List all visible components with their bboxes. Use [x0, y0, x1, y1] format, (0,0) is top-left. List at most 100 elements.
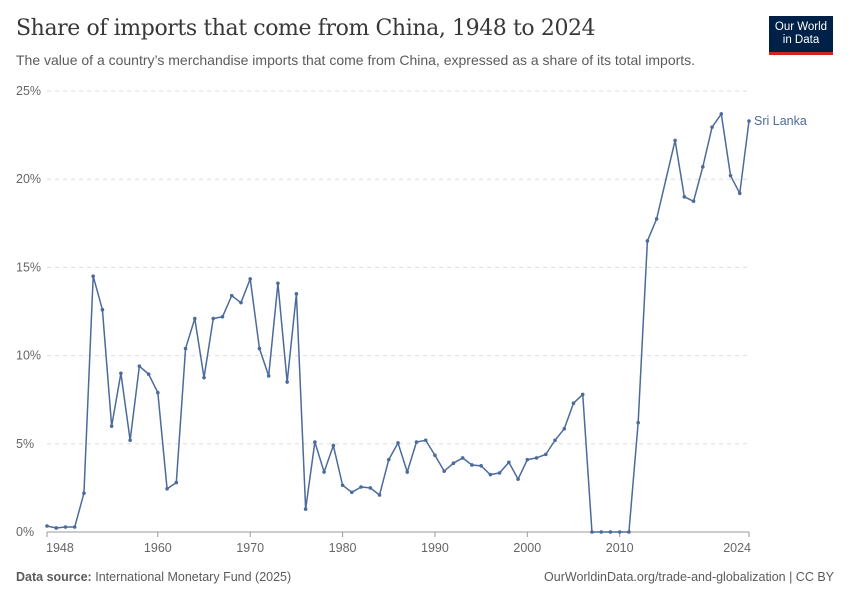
x-tick-label: 2010 — [606, 541, 634, 555]
data-point — [691, 199, 696, 204]
data-point — [479, 464, 483, 468]
data-point — [322, 470, 326, 474]
data-point — [359, 485, 363, 489]
data-point — [146, 372, 151, 376]
data-point — [405, 470, 410, 474]
data-point — [257, 346, 262, 351]
data-point — [331, 443, 336, 448]
data-point — [91, 274, 95, 279]
data-point — [497, 471, 502, 475]
data-point — [82, 491, 86, 495]
data-point — [350, 490, 354, 495]
data-point — [627, 530, 631, 534]
data-point — [525, 457, 530, 462]
data-point — [63, 525, 68, 529]
data-point — [202, 375, 206, 380]
series-label: Sri Lanka — [754, 114, 807, 128]
data-point — [303, 507, 308, 511]
data-point — [654, 217, 659, 221]
data-point — [728, 173, 733, 178]
data-point — [285, 380, 289, 384]
data-point — [183, 346, 188, 351]
data-point — [192, 316, 197, 321]
data-point — [100, 307, 105, 312]
y-tick-label: 25% — [16, 84, 41, 98]
data-point — [294, 292, 299, 296]
data-point — [220, 314, 225, 319]
data-point — [165, 486, 169, 491]
x-tick-label: 2000 — [513, 541, 541, 555]
data-point — [119, 371, 123, 376]
data-point — [109, 424, 114, 428]
data-point — [396, 441, 400, 445]
data-point — [174, 480, 179, 485]
data-point — [470, 463, 474, 467]
x-tick-label: 1980 — [329, 541, 357, 555]
data-point — [507, 460, 511, 465]
data-point — [636, 420, 640, 425]
data-point — [266, 374, 271, 378]
data-point — [571, 401, 576, 406]
data-point — [599, 530, 604, 534]
source-link[interactable]: International Monetary Fund (2025) — [95, 570, 292, 584]
data-point — [719, 112, 724, 116]
data-point — [386, 457, 391, 462]
x-tick-label: 1990 — [421, 541, 449, 555]
data-point — [701, 165, 705, 169]
data-point — [516, 477, 520, 481]
data-point — [423, 438, 428, 443]
data-point — [562, 427, 567, 431]
data-point — [45, 524, 49, 528]
data-point — [239, 300, 243, 305]
x-tick-label: 2024 — [723, 541, 751, 555]
data-point — [488, 472, 493, 477]
series-line — [46, 111, 750, 533]
owid-logo[interactable]: Our World in Data — [769, 16, 833, 55]
data-point — [590, 530, 594, 534]
y-tick-label: 20% — [16, 172, 41, 186]
data-point — [414, 440, 419, 444]
chart-subtitle: The value of a country’s merchandise imp… — [16, 52, 696, 68]
data-point — [460, 456, 465, 460]
data-point — [747, 119, 751, 123]
y-tick-label: 15% — [16, 260, 41, 274]
data-point — [248, 277, 253, 281]
data-point — [617, 530, 622, 534]
source-label: Data source: — [16, 570, 92, 584]
data-point — [54, 526, 59, 530]
data-point — [229, 293, 234, 298]
data-point — [442, 469, 446, 473]
y-tick-label: 10% — [16, 349, 41, 363]
data-point — [737, 191, 742, 196]
logo-line-2: in Data — [782, 34, 820, 46]
data-point — [313, 440, 317, 444]
y-tick-label: 5% — [16, 437, 34, 451]
data-point — [137, 364, 142, 368]
data-point — [710, 125, 714, 129]
data-point — [156, 390, 160, 395]
data-point — [451, 461, 456, 466]
footer-link[interactable]: OurWorldinData.org/trade-and-globalizati… — [544, 570, 834, 584]
data-point — [645, 239, 650, 243]
data-point — [682, 195, 687, 199]
data-point — [433, 453, 437, 458]
chart-title: Share of imports that come from China, 1… — [16, 16, 596, 41]
data-point — [543, 452, 548, 457]
data-point — [534, 456, 539, 460]
data-point — [377, 493, 382, 497]
y-tick-label: 0% — [16, 525, 34, 539]
x-tick-label: 1948 — [46, 541, 74, 555]
data-point — [368, 486, 373, 490]
x-tick-label: 1960 — [144, 541, 172, 555]
x-tick-label: 1970 — [236, 541, 264, 555]
data-point — [673, 138, 677, 143]
data-point — [608, 530, 613, 534]
data-point — [72, 525, 77, 529]
data-point — [211, 316, 216, 321]
data-point — [276, 281, 280, 286]
logo-line-1: Our World — [774, 21, 828, 33]
data-point — [580, 392, 585, 397]
data-point — [128, 438, 132, 443]
data-source: Data source: International Monetary Fund… — [16, 570, 291, 584]
